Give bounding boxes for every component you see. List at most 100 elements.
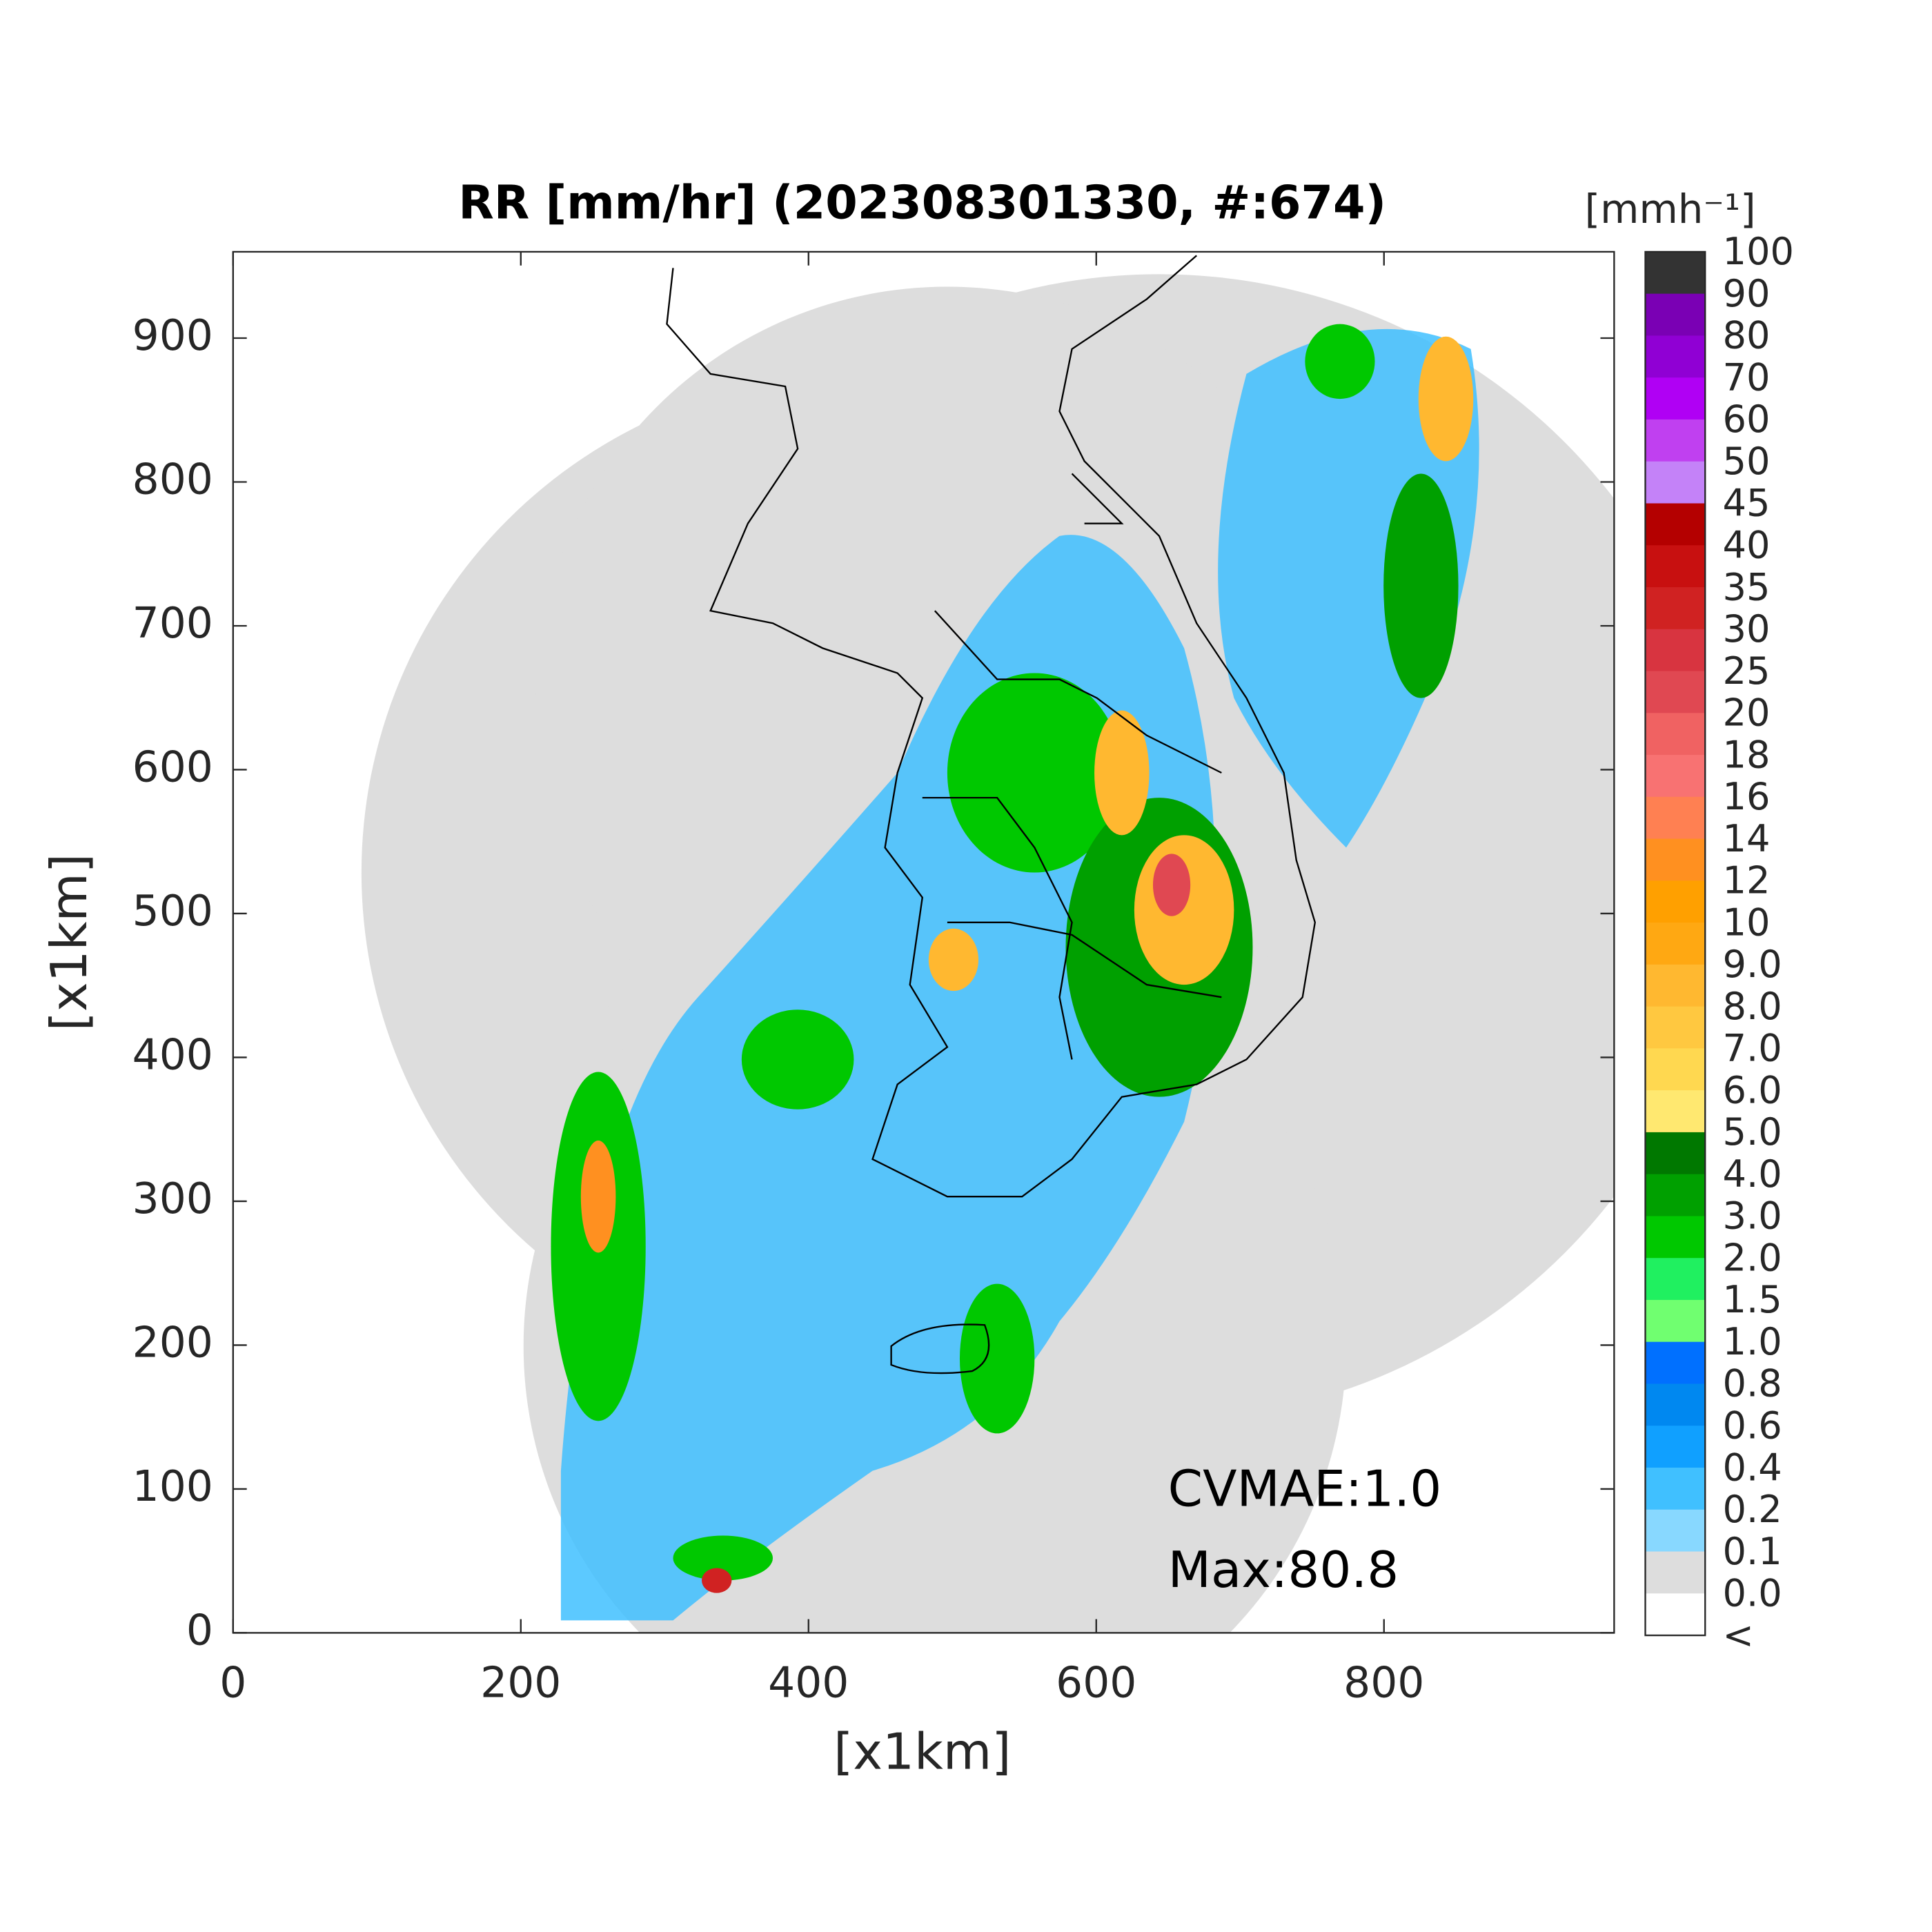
colorbar-band (1645, 1006, 1706, 1049)
colorbar-band (1645, 1174, 1706, 1217)
colorbar-band (1645, 1090, 1706, 1133)
colorbar-label: 70 (1723, 355, 1771, 399)
colorbar-band (1645, 545, 1706, 588)
colorbar-band (1645, 419, 1706, 462)
rain-cell (1418, 336, 1474, 462)
colorbar-label: 0.1 (1723, 1530, 1782, 1573)
rain-cell (702, 1568, 732, 1593)
colorbar-band (1645, 964, 1706, 1007)
colorbar-label: 2.0 (1723, 1236, 1782, 1279)
coastline (666, 255, 1317, 1374)
x-tick-label: 400 (768, 1658, 849, 1707)
y-tick-label: 500 (132, 887, 213, 936)
colorbar-label: 45 (1723, 482, 1771, 525)
colorbar-band (1645, 880, 1706, 924)
y-tick-label: 900 (132, 311, 213, 360)
colorbar-frame (1644, 250, 1706, 1637)
rain-area (1218, 328, 1479, 848)
rain-cell (741, 1009, 854, 1110)
colorbar-band (1645, 796, 1706, 840)
colorbar-band (1645, 503, 1706, 546)
colorbar-band (1645, 1468, 1706, 1510)
plot-frame (232, 250, 1615, 1634)
colorbar-label: 8.0 (1723, 985, 1782, 1028)
colorbar-label: 0.0 (1723, 1572, 1782, 1615)
rain-cell (1383, 473, 1459, 698)
coastline-path (666, 255, 1317, 1198)
province-border (922, 473, 1222, 1060)
colorbar-title: [mmh⁻¹] (1585, 186, 1756, 233)
colorbar-label: 1.0 (1723, 1320, 1782, 1363)
axes: 0 200 400 600 800 0 100 200 300 400 500 600 700 800 90… (132, 251, 1615, 1707)
rain-cell (947, 673, 1122, 873)
colorbar-band (1645, 1551, 1706, 1595)
colorbar-band (1645, 671, 1706, 714)
colorbar-band (1645, 461, 1706, 504)
rain-cell (1305, 324, 1375, 400)
colorbar-label: 30 (1723, 607, 1771, 651)
colorbar: 100908070605045403530252018161412109.08.… (1644, 230, 1794, 1657)
colorbar-label: 10 (1723, 900, 1771, 944)
figure: 0 200 400 600 800 0 100 200 300 400 500 600 700 800 90… (41, 176, 1794, 1782)
map-layer (361, 255, 1615, 1633)
colorbar-band (1645, 713, 1706, 756)
colorbar-band (1645, 1048, 1706, 1092)
colorbar-label: 60 (1723, 397, 1771, 441)
colorbar-label: 7.0 (1723, 1027, 1782, 1070)
colorbar-band (1645, 1216, 1706, 1259)
colorbar-band (1645, 1509, 1706, 1552)
colorbar-label: 50 (1723, 440, 1771, 483)
colorbar-label: 16 (1723, 775, 1771, 818)
y-tick-label: 800 (132, 455, 213, 504)
x-axis-label: [x1km] (834, 1723, 1011, 1781)
colorbar-label: 40 (1723, 523, 1771, 566)
colorbar-label: 18 (1723, 733, 1771, 776)
rain-cell (580, 1140, 616, 1253)
colorbar-label: 4.0 (1723, 1152, 1782, 1196)
colorbar-band (1645, 838, 1706, 882)
colorbar-label: 20 (1723, 691, 1771, 735)
rain-cell (1152, 854, 1191, 916)
colorbar-label: 25 (1723, 649, 1771, 693)
rain-cell (673, 1535, 773, 1581)
colorbar-label: 0.4 (1723, 1446, 1782, 1489)
colorbar-label: 6.0 (1723, 1068, 1782, 1112)
colorbar-band (1645, 251, 1706, 295)
y-tick-label: 0 (186, 1606, 213, 1655)
colorbar-label: 0.2 (1723, 1488, 1782, 1531)
colorbar-label: 90 (1723, 272, 1771, 315)
colorbar-label: 5.0 (1723, 1110, 1782, 1154)
colorbar-band (1645, 293, 1706, 337)
colorbar-band (1645, 1299, 1706, 1343)
y-tick-label: 100 (132, 1462, 213, 1511)
y-tick-label: 200 (132, 1319, 213, 1368)
colorbar-label: 0.8 (1723, 1362, 1782, 1406)
rain-cell (1134, 835, 1234, 985)
colorbar-band (1645, 923, 1706, 965)
colorbar-band (1645, 1132, 1706, 1175)
island-outline (890, 1323, 990, 1374)
colorbar-band (1645, 1383, 1706, 1427)
colorbar-band (1645, 1593, 1706, 1636)
colorbar-label: 80 (1723, 314, 1771, 357)
colorbar-label: 12 (1723, 859, 1771, 903)
x-tick-label: 0 (219, 1658, 246, 1707)
rain-cell (1094, 710, 1150, 836)
colorbar-band (1645, 1258, 1706, 1301)
colorbar-band (1645, 1426, 1706, 1468)
colorbar-band (1645, 377, 1706, 420)
y-tick-label: 400 (132, 1031, 213, 1080)
annotation: CVMAE:1.0 (1168, 1460, 1442, 1518)
y-tick-label: 700 (132, 599, 213, 648)
colorbar-label: < (1723, 1613, 1754, 1657)
rain-cell (928, 928, 979, 992)
x-tick-label: 200 (480, 1658, 561, 1707)
colorbar-label: 9.0 (1723, 943, 1782, 986)
colorbar-band (1645, 1341, 1706, 1385)
y-tick-label: 600 (132, 743, 213, 792)
colorbar-band (1645, 335, 1706, 379)
rain-cell (959, 1283, 1035, 1434)
colorbar-band (1645, 587, 1706, 630)
chart-title: RR [mm/hr] (202308301330, #:674) (458, 176, 1386, 230)
